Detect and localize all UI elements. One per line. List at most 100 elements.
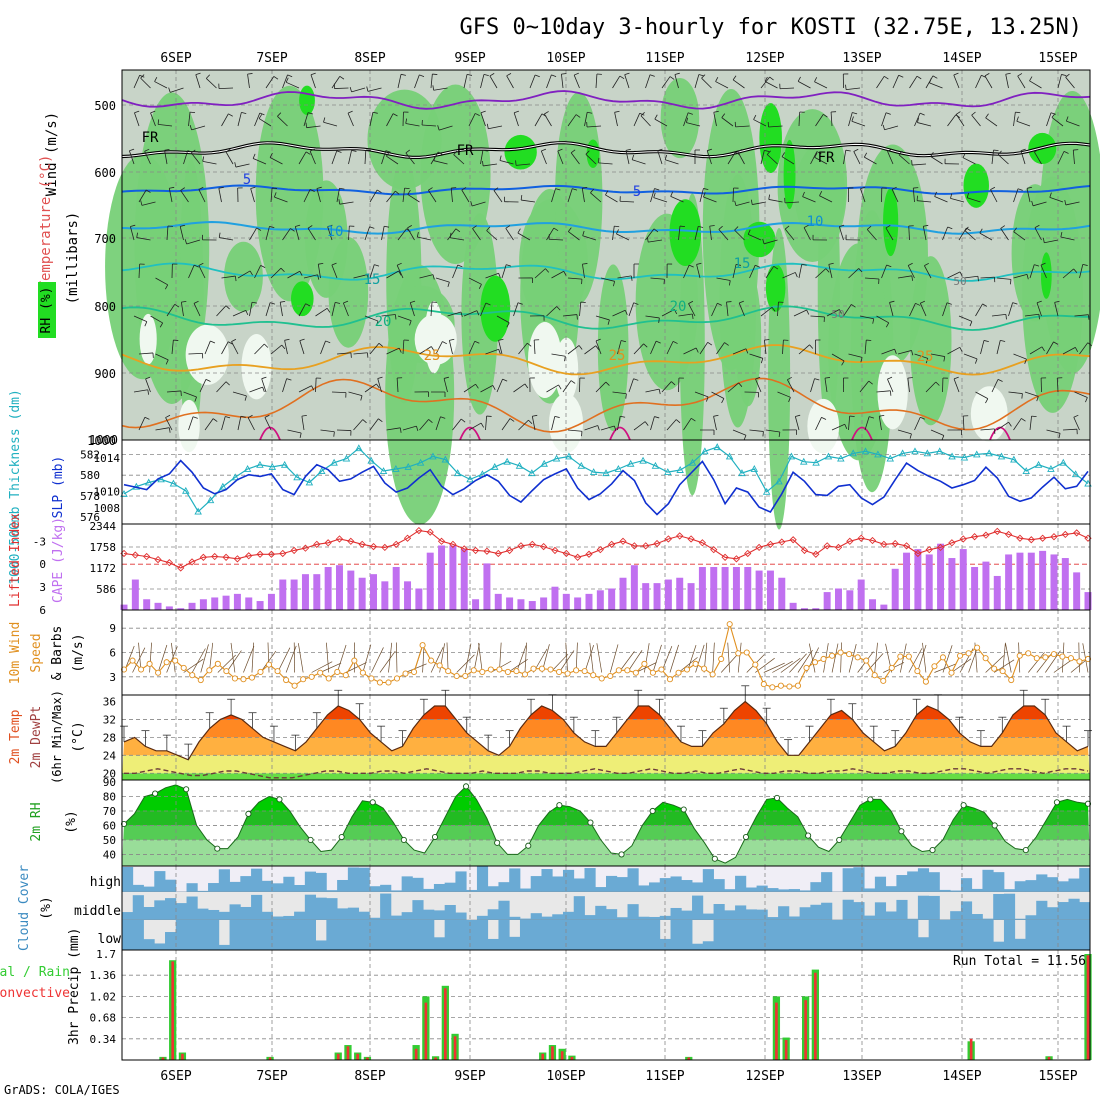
wind-barb-flag xyxy=(721,113,726,118)
wind-barb-flag xyxy=(202,156,205,162)
cape-bar xyxy=(483,563,491,610)
wind-barb xyxy=(738,302,745,317)
wind-barb xyxy=(140,77,151,89)
wind-barb xyxy=(752,201,767,205)
lifted-index-marker xyxy=(800,546,809,555)
wind-barb-flag xyxy=(305,151,311,155)
wind-barb-flag xyxy=(195,72,201,76)
wind-barb xyxy=(1008,302,1013,317)
wind-barb-flag xyxy=(755,376,761,380)
wind-barb xyxy=(237,270,251,279)
cape-bar xyxy=(370,574,377,610)
lifted-index-marker xyxy=(256,550,264,558)
wind-barb-flag xyxy=(1024,359,1027,364)
wind-barb xyxy=(377,378,382,393)
wind-speed-marker xyxy=(223,668,230,675)
surface-wind-barb xyxy=(345,662,367,673)
wind-barb-flag xyxy=(766,150,771,155)
wind-barb-flag xyxy=(908,262,913,266)
wind-barb-flag xyxy=(1036,300,1042,304)
rh2m-marker xyxy=(991,822,998,829)
wind-barb-flag xyxy=(145,189,151,193)
cloud-cover-bar xyxy=(165,932,177,950)
isotherm-label: 10 xyxy=(327,224,344,240)
cape-bar xyxy=(698,566,706,610)
surface-wind-barb xyxy=(942,645,953,673)
cloud-cover-bar xyxy=(369,917,381,920)
thickness-marker xyxy=(157,475,165,483)
wind-barb xyxy=(624,74,630,89)
lifted-index-marker xyxy=(925,546,933,554)
rh-saturated-area xyxy=(963,163,989,208)
wind-barb xyxy=(485,348,499,355)
cloud-cover-bar xyxy=(337,879,349,892)
thickness-marker xyxy=(911,447,919,455)
wind-barb-flag xyxy=(654,416,660,419)
precip-tick-label: 0.34 xyxy=(90,1033,117,1046)
cloud-cover-bar xyxy=(294,920,306,950)
cape-bar xyxy=(562,593,570,610)
wind-barb xyxy=(198,265,206,279)
wind-barb xyxy=(216,305,227,317)
cloud-cover-bar xyxy=(261,911,273,920)
wind-barb xyxy=(517,232,531,241)
wind-barb xyxy=(980,340,985,355)
wind-barb-flag xyxy=(480,422,484,428)
wind-barb-flag xyxy=(331,262,337,266)
cloud-cover-bar xyxy=(1025,880,1037,892)
wind-barb-flag xyxy=(369,226,375,229)
wind-barb xyxy=(381,150,387,165)
cape-bar xyxy=(1039,550,1047,610)
wind-barb xyxy=(1016,120,1031,127)
rh-axis-label: RH (%) xyxy=(39,287,54,334)
wind-barb-flag xyxy=(781,152,785,157)
cloud-cover-bar xyxy=(885,911,897,920)
wind-speed-marker xyxy=(334,668,341,675)
wind-barb-flag xyxy=(911,350,914,356)
surface-wind-barb xyxy=(226,650,242,673)
wind-barb xyxy=(881,112,887,127)
wind-speed-marker xyxy=(974,644,981,651)
wind-barb xyxy=(625,150,630,165)
wind-barb-flag xyxy=(269,226,275,229)
wind-barb xyxy=(396,265,404,279)
wind-barb xyxy=(1044,239,1059,244)
wind-speed-marker xyxy=(743,649,750,656)
wind-speed-marker xyxy=(1025,650,1032,657)
wind-barb-flag xyxy=(225,149,231,153)
lifted-index-marker xyxy=(823,542,831,550)
wind-barb xyxy=(709,226,712,241)
cape-bar xyxy=(404,581,412,610)
rh-tick-label: 60 xyxy=(103,819,116,832)
wind-barb-flag xyxy=(585,150,590,155)
wind-barb-flag xyxy=(691,418,696,422)
wind-barb xyxy=(595,340,602,355)
rh-moist-area xyxy=(255,85,324,302)
lifted-index-marker xyxy=(313,540,321,548)
wind-barb xyxy=(846,87,861,91)
wind-speed-marker xyxy=(1050,651,1057,658)
wind-barb xyxy=(985,117,998,127)
wind-barb-flag xyxy=(974,358,978,364)
wind-barb-flag xyxy=(868,380,873,385)
cloud-cover-axis-label: Cloud Cover xyxy=(17,865,32,951)
wind-barb xyxy=(860,188,866,203)
wind-barb-flag xyxy=(613,281,615,287)
wind-barb-flag xyxy=(825,268,830,273)
wind-barb xyxy=(282,228,291,241)
wind-barb-flag xyxy=(259,112,265,116)
lifted-index-tick-label: 6 xyxy=(39,604,46,617)
cloud-cover-bar xyxy=(649,916,661,920)
wind-barb xyxy=(598,162,613,165)
wind-barb xyxy=(320,340,326,355)
wind-barb xyxy=(546,384,559,393)
wind-barb-flag xyxy=(1034,224,1040,228)
wind-barb-flag xyxy=(307,112,313,115)
wind-barb-flag xyxy=(1031,200,1034,206)
thickness-marker xyxy=(293,473,301,481)
wind-barb-flag xyxy=(505,225,511,229)
wind-speed-marker xyxy=(590,672,597,679)
cloud-cover-bar xyxy=(616,877,628,892)
cloud-cover-bar xyxy=(487,938,499,950)
wind-barb xyxy=(307,227,316,241)
